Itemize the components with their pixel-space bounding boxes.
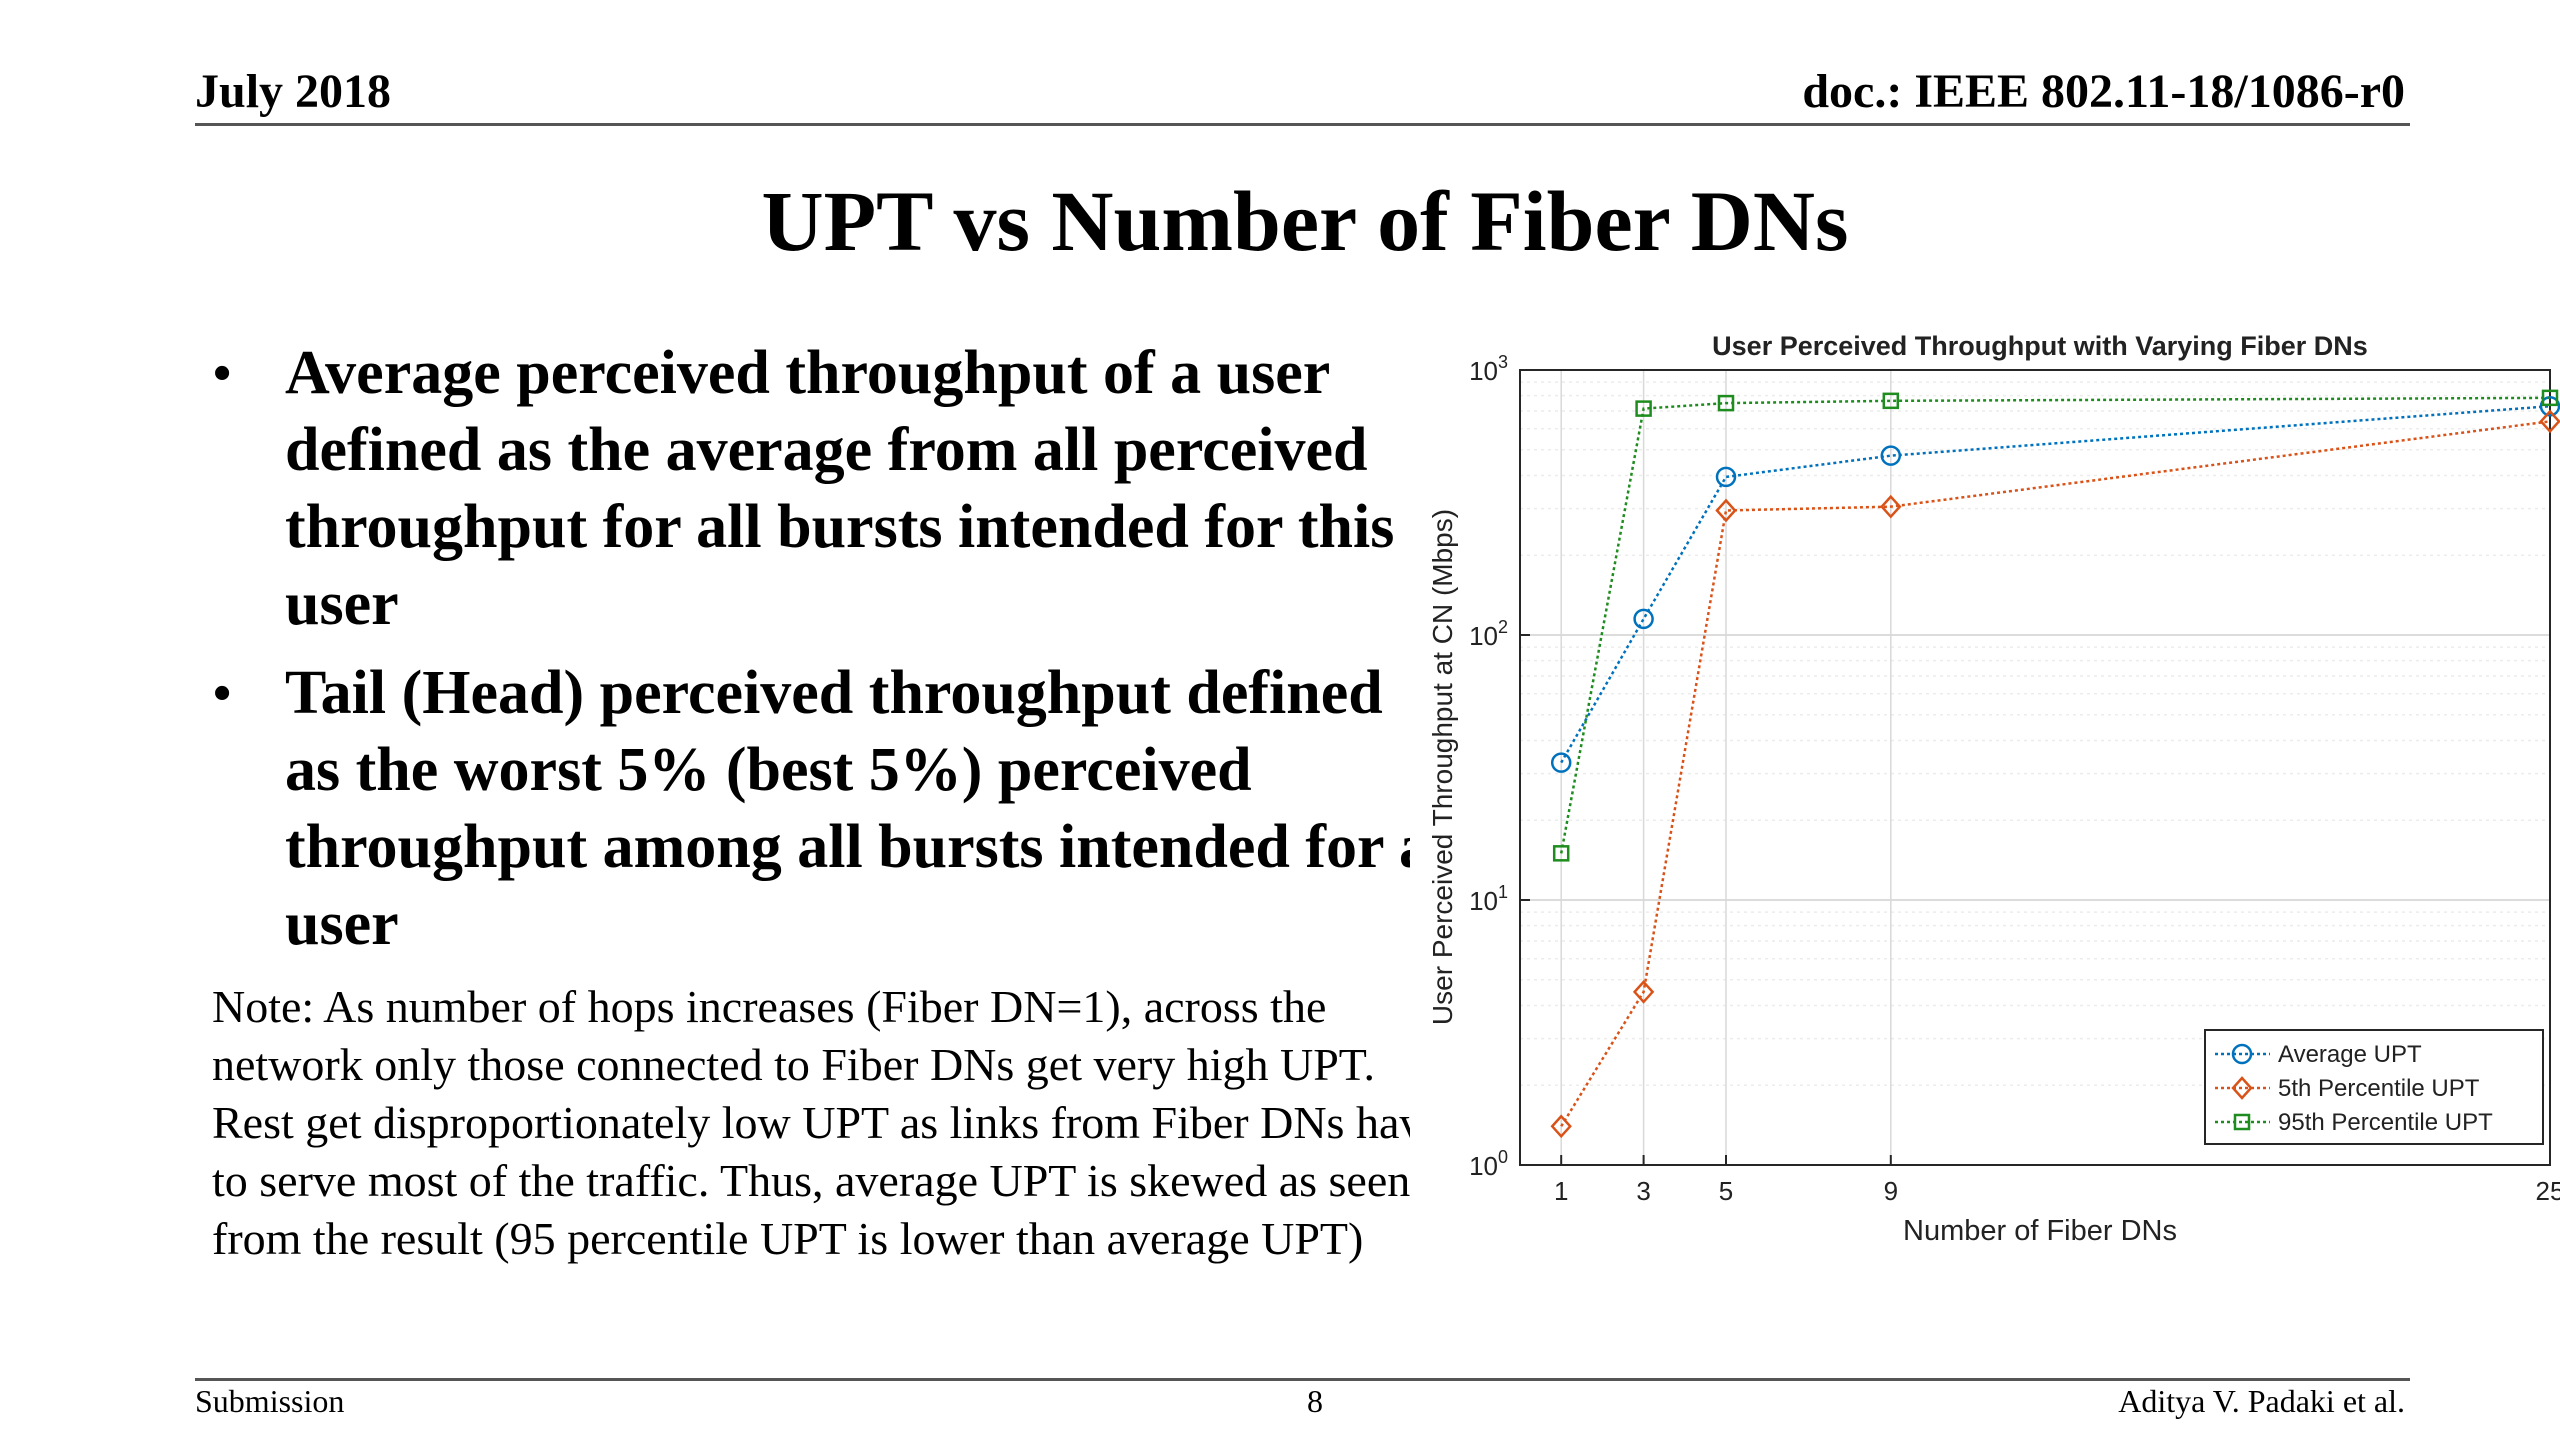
data-point-circle xyxy=(2231,1043,2253,1065)
header-divider xyxy=(195,123,2410,126)
data-point-square xyxy=(1635,400,1652,417)
bullet-text: Average perceived throughput of a user d… xyxy=(285,339,1395,638)
legend-box xyxy=(2204,1029,2544,1145)
legend-label-5th: 5th Percentile UPT xyxy=(2278,1075,2480,1102)
header-date: July 2018 xyxy=(195,65,392,118)
y-tick-label: 103 xyxy=(1469,352,1508,386)
legend-label-95th: 95th Percentile UPT xyxy=(2278,1109,2493,1136)
plot-area-frame xyxy=(1519,369,2551,1166)
x-tick-label: 25 xyxy=(2536,1176,2560,1206)
data-point-square xyxy=(2541,389,2559,407)
data-point-diamond xyxy=(2231,1076,2253,1100)
series-line xyxy=(1560,420,2551,1127)
data-point-square xyxy=(1552,845,1570,862)
bullet-item: • Tail (Head) perceived throughput defin… xyxy=(205,655,1435,963)
bullet-dot: • xyxy=(213,665,232,722)
page-number: 8 xyxy=(1307,1383,1323,1419)
x-axis-label: Number of Fiber DNs xyxy=(1903,1215,2177,1247)
bullet-dot: • xyxy=(213,345,232,402)
bullet-list: • Average perceived throughput of a user… xyxy=(205,335,1435,975)
series-line xyxy=(1560,404,2551,764)
legend-label-average: Average UPT xyxy=(2278,1041,2422,1068)
y-tick-label: 100 xyxy=(1469,1147,1508,1181)
footer-left: Submission xyxy=(195,1383,345,1419)
data-point-diamond xyxy=(1880,494,1902,519)
bullet-text: Tail (Head) perceived throughput defined… xyxy=(285,659,1430,958)
data-point-circle xyxy=(2539,395,2560,417)
data-point-diamond xyxy=(1632,980,1655,1004)
x-axis-ticks: 1 3 5 9 25 xyxy=(1554,1155,2560,1206)
data-point-diamond xyxy=(1715,498,1737,523)
legend-samples xyxy=(2215,1043,2270,1131)
y-tick-label: 101 xyxy=(1469,882,1508,916)
upt-chart: 100 101 102 103 1 3 5 9 25 User Perceived Throu… xyxy=(1410,320,2560,1280)
x-tick-label: 5 xyxy=(1719,1176,1733,1206)
data-point-diamond xyxy=(1550,1114,1572,1139)
footer-divider xyxy=(195,1378,2410,1381)
data-point-square xyxy=(2233,1113,2251,1131)
bullet-item: • Average perceived throughput of a user… xyxy=(205,335,1435,643)
series-1 xyxy=(1550,409,2560,1139)
x-tick-label: 9 xyxy=(1884,1176,1898,1206)
chart-legend: Average UPT 5th Percentile UPT 95th Perc… xyxy=(2204,1029,2544,1145)
series-2 xyxy=(1552,389,2559,862)
data-point-square xyxy=(1882,392,1900,410)
y-tick-label: 102 xyxy=(1469,617,1508,651)
data-point-circle xyxy=(1633,608,1654,630)
header-doc-id: doc.: IEEE 802.11-18/1086-r0 xyxy=(1802,65,2405,118)
x-tick-label: 1 xyxy=(1554,1176,1568,1206)
data-point-circle xyxy=(1550,752,1572,773)
y-axis-ticks: 100 101 102 103 xyxy=(1469,352,1530,1181)
data-point-square xyxy=(1717,394,1735,412)
chart-title: User Perceived Throughput with Varying F… xyxy=(1712,331,2368,361)
y-axis-label: User Perceived Throughput at CN (Mbps) xyxy=(1427,509,1458,1025)
slide-title: UPT vs Number of Fiber DNs xyxy=(761,173,1849,269)
data-point-circle xyxy=(1715,466,1737,488)
series-0 xyxy=(1550,395,2560,773)
chart-series xyxy=(1550,389,2560,1139)
series-line xyxy=(1559,396,2551,854)
data-point-circle xyxy=(1880,445,1902,466)
note-text: Note: As number of hops increases (Fiber… xyxy=(212,981,1443,1264)
footer-authors: Aditya V. Padaki et al. xyxy=(2118,1383,2405,1419)
data-point-diamond xyxy=(2539,409,2560,434)
x-tick-label: 3 xyxy=(1636,1176,1650,1206)
